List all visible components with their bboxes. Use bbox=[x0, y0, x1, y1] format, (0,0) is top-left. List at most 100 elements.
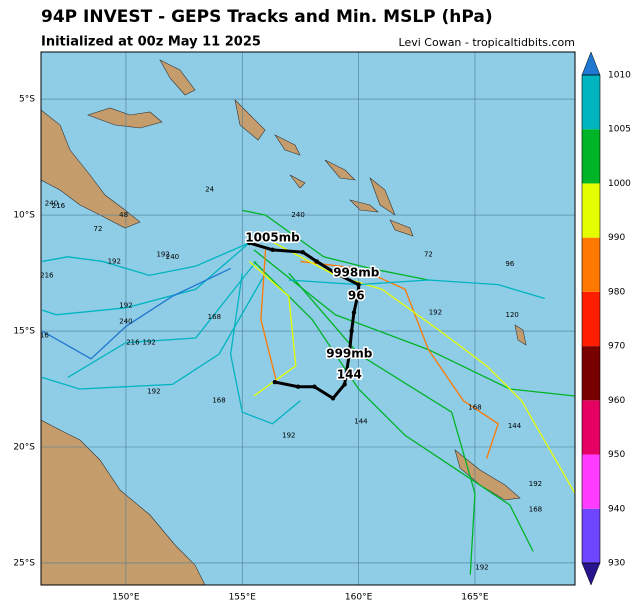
mean-point bbox=[295, 384, 301, 389]
colorbar-label: 930 bbox=[608, 559, 625, 569]
track bbox=[229, 272, 301, 425]
hour-label: 216 bbox=[28, 304, 42, 312]
colorbar-label: 960 bbox=[608, 396, 625, 406]
track bbox=[67, 261, 257, 378]
mean-point bbox=[330, 396, 336, 401]
hour-label: 192 bbox=[143, 339, 156, 347]
x-tick-label: 150°E bbox=[112, 593, 140, 603]
hour-label: 192 bbox=[119, 302, 132, 310]
hour-label: 240 bbox=[119, 318, 132, 326]
colorbar-segment bbox=[582, 291, 600, 347]
hour-label: 192 bbox=[108, 257, 121, 265]
mean-point bbox=[356, 282, 361, 287]
hour-label: 192 bbox=[475, 564, 488, 572]
colorbar-segment bbox=[582, 400, 600, 455]
mean-point bbox=[351, 310, 357, 315]
mean-point bbox=[356, 289, 361, 294]
mean-label: 144 bbox=[337, 368, 362, 382]
y-tick-label: 10°S bbox=[13, 211, 35, 221]
hour-label: 240 bbox=[166, 253, 179, 261]
colorbar-label: 1005 bbox=[608, 125, 631, 135]
hour-label: 216 bbox=[52, 202, 66, 210]
hour-label: 216 bbox=[126, 339, 140, 347]
mean-label: 96 bbox=[348, 289, 365, 303]
track bbox=[41, 242, 250, 316]
ocean bbox=[41, 52, 575, 585]
hour-label: 72 bbox=[424, 250, 433, 258]
hour-label: 168 bbox=[212, 397, 225, 405]
hour-label: 144 bbox=[508, 422, 522, 430]
hour-label: 240 bbox=[291, 211, 304, 219]
x-tick-label: 160°E bbox=[345, 593, 373, 603]
hour-label: 192 bbox=[156, 250, 169, 258]
colorbar-segment bbox=[582, 183, 600, 238]
hour-label: 216 bbox=[40, 271, 54, 279]
mean-point bbox=[272, 379, 278, 385]
hour-label: 240 bbox=[45, 199, 58, 207]
colorbar-label: 940 bbox=[608, 504, 625, 514]
colorbar-frame bbox=[581, 74, 601, 564]
y-tick-label: 20°S bbox=[13, 442, 35, 452]
colorbar-segment bbox=[582, 129, 600, 184]
hour-label: 168 bbox=[529, 506, 542, 514]
colorbar-label: 970 bbox=[608, 342, 625, 352]
colorbar-segment bbox=[582, 237, 600, 292]
x-tick-label: 165°E bbox=[461, 593, 489, 603]
colorbar-label: 950 bbox=[608, 450, 625, 460]
track bbox=[42, 242, 250, 277]
subtitle: Initialized at 00z May 11 2025 bbox=[41, 35, 261, 50]
track bbox=[242, 209, 429, 281]
y-tick-label: 15°S bbox=[13, 327, 35, 337]
hour-label: 192 bbox=[529, 480, 542, 488]
hour-label: 24 bbox=[205, 186, 214, 194]
colorbar-segment bbox=[582, 508, 600, 563]
hour-label: 168 bbox=[468, 404, 481, 412]
x-tick-label: 155°E bbox=[229, 593, 257, 603]
track bbox=[265, 237, 575, 494]
colorbar-label: 1010 bbox=[608, 71, 631, 81]
hour-label: 120 bbox=[505, 311, 518, 319]
colorbar-label: 1000 bbox=[608, 179, 631, 189]
mean-point bbox=[342, 382, 347, 387]
track bbox=[41, 267, 231, 360]
colorbar-under bbox=[581, 562, 601, 586]
track bbox=[288, 279, 545, 300]
y-tick-label: 25°S bbox=[13, 558, 35, 568]
mean-point bbox=[349, 328, 354, 334]
colorbar-label: 980 bbox=[608, 287, 625, 297]
hour-label: 192 bbox=[147, 387, 160, 395]
mean-point bbox=[333, 270, 338, 276]
mean-point bbox=[347, 352, 352, 357]
map-frame bbox=[40, 51, 576, 586]
mean-point bbox=[312, 384, 317, 389]
colorbar-segment bbox=[582, 75, 600, 130]
track bbox=[288, 272, 476, 575]
hour-label: 96 bbox=[505, 260, 514, 268]
mean-label: 999mb bbox=[326, 347, 373, 361]
land bbox=[41, 59, 527, 585]
hour-label: 48 bbox=[119, 211, 128, 219]
mean-label: 998mb bbox=[333, 266, 380, 280]
chart-title: 94P INVEST - GEPS Tracks and Min. MSLP (… bbox=[41, 7, 493, 27]
hour-label: 216 bbox=[35, 332, 49, 340]
credit: Levi Cowan - tropicaltidbits.com bbox=[399, 36, 575, 49]
mean-point bbox=[247, 240, 252, 246]
track bbox=[260, 249, 278, 385]
y-tick-label: 5°S bbox=[19, 95, 35, 105]
hour-label: 192 bbox=[429, 308, 442, 316]
hour-label: 144 bbox=[354, 417, 368, 425]
colorbar-over bbox=[581, 51, 601, 76]
mean-label: 1005mb bbox=[245, 231, 300, 245]
mean-point bbox=[270, 247, 275, 253]
colorbar-label: 990 bbox=[608, 233, 625, 243]
track bbox=[253, 260, 534, 552]
hour-label: 72 bbox=[94, 225, 103, 233]
hour-label: 168 bbox=[208, 313, 221, 321]
track bbox=[300, 260, 499, 459]
hour-label: 192 bbox=[282, 431, 295, 439]
mean-point bbox=[300, 249, 305, 255]
colorbar-segment bbox=[582, 346, 600, 401]
colorbar-segment bbox=[582, 454, 600, 509]
